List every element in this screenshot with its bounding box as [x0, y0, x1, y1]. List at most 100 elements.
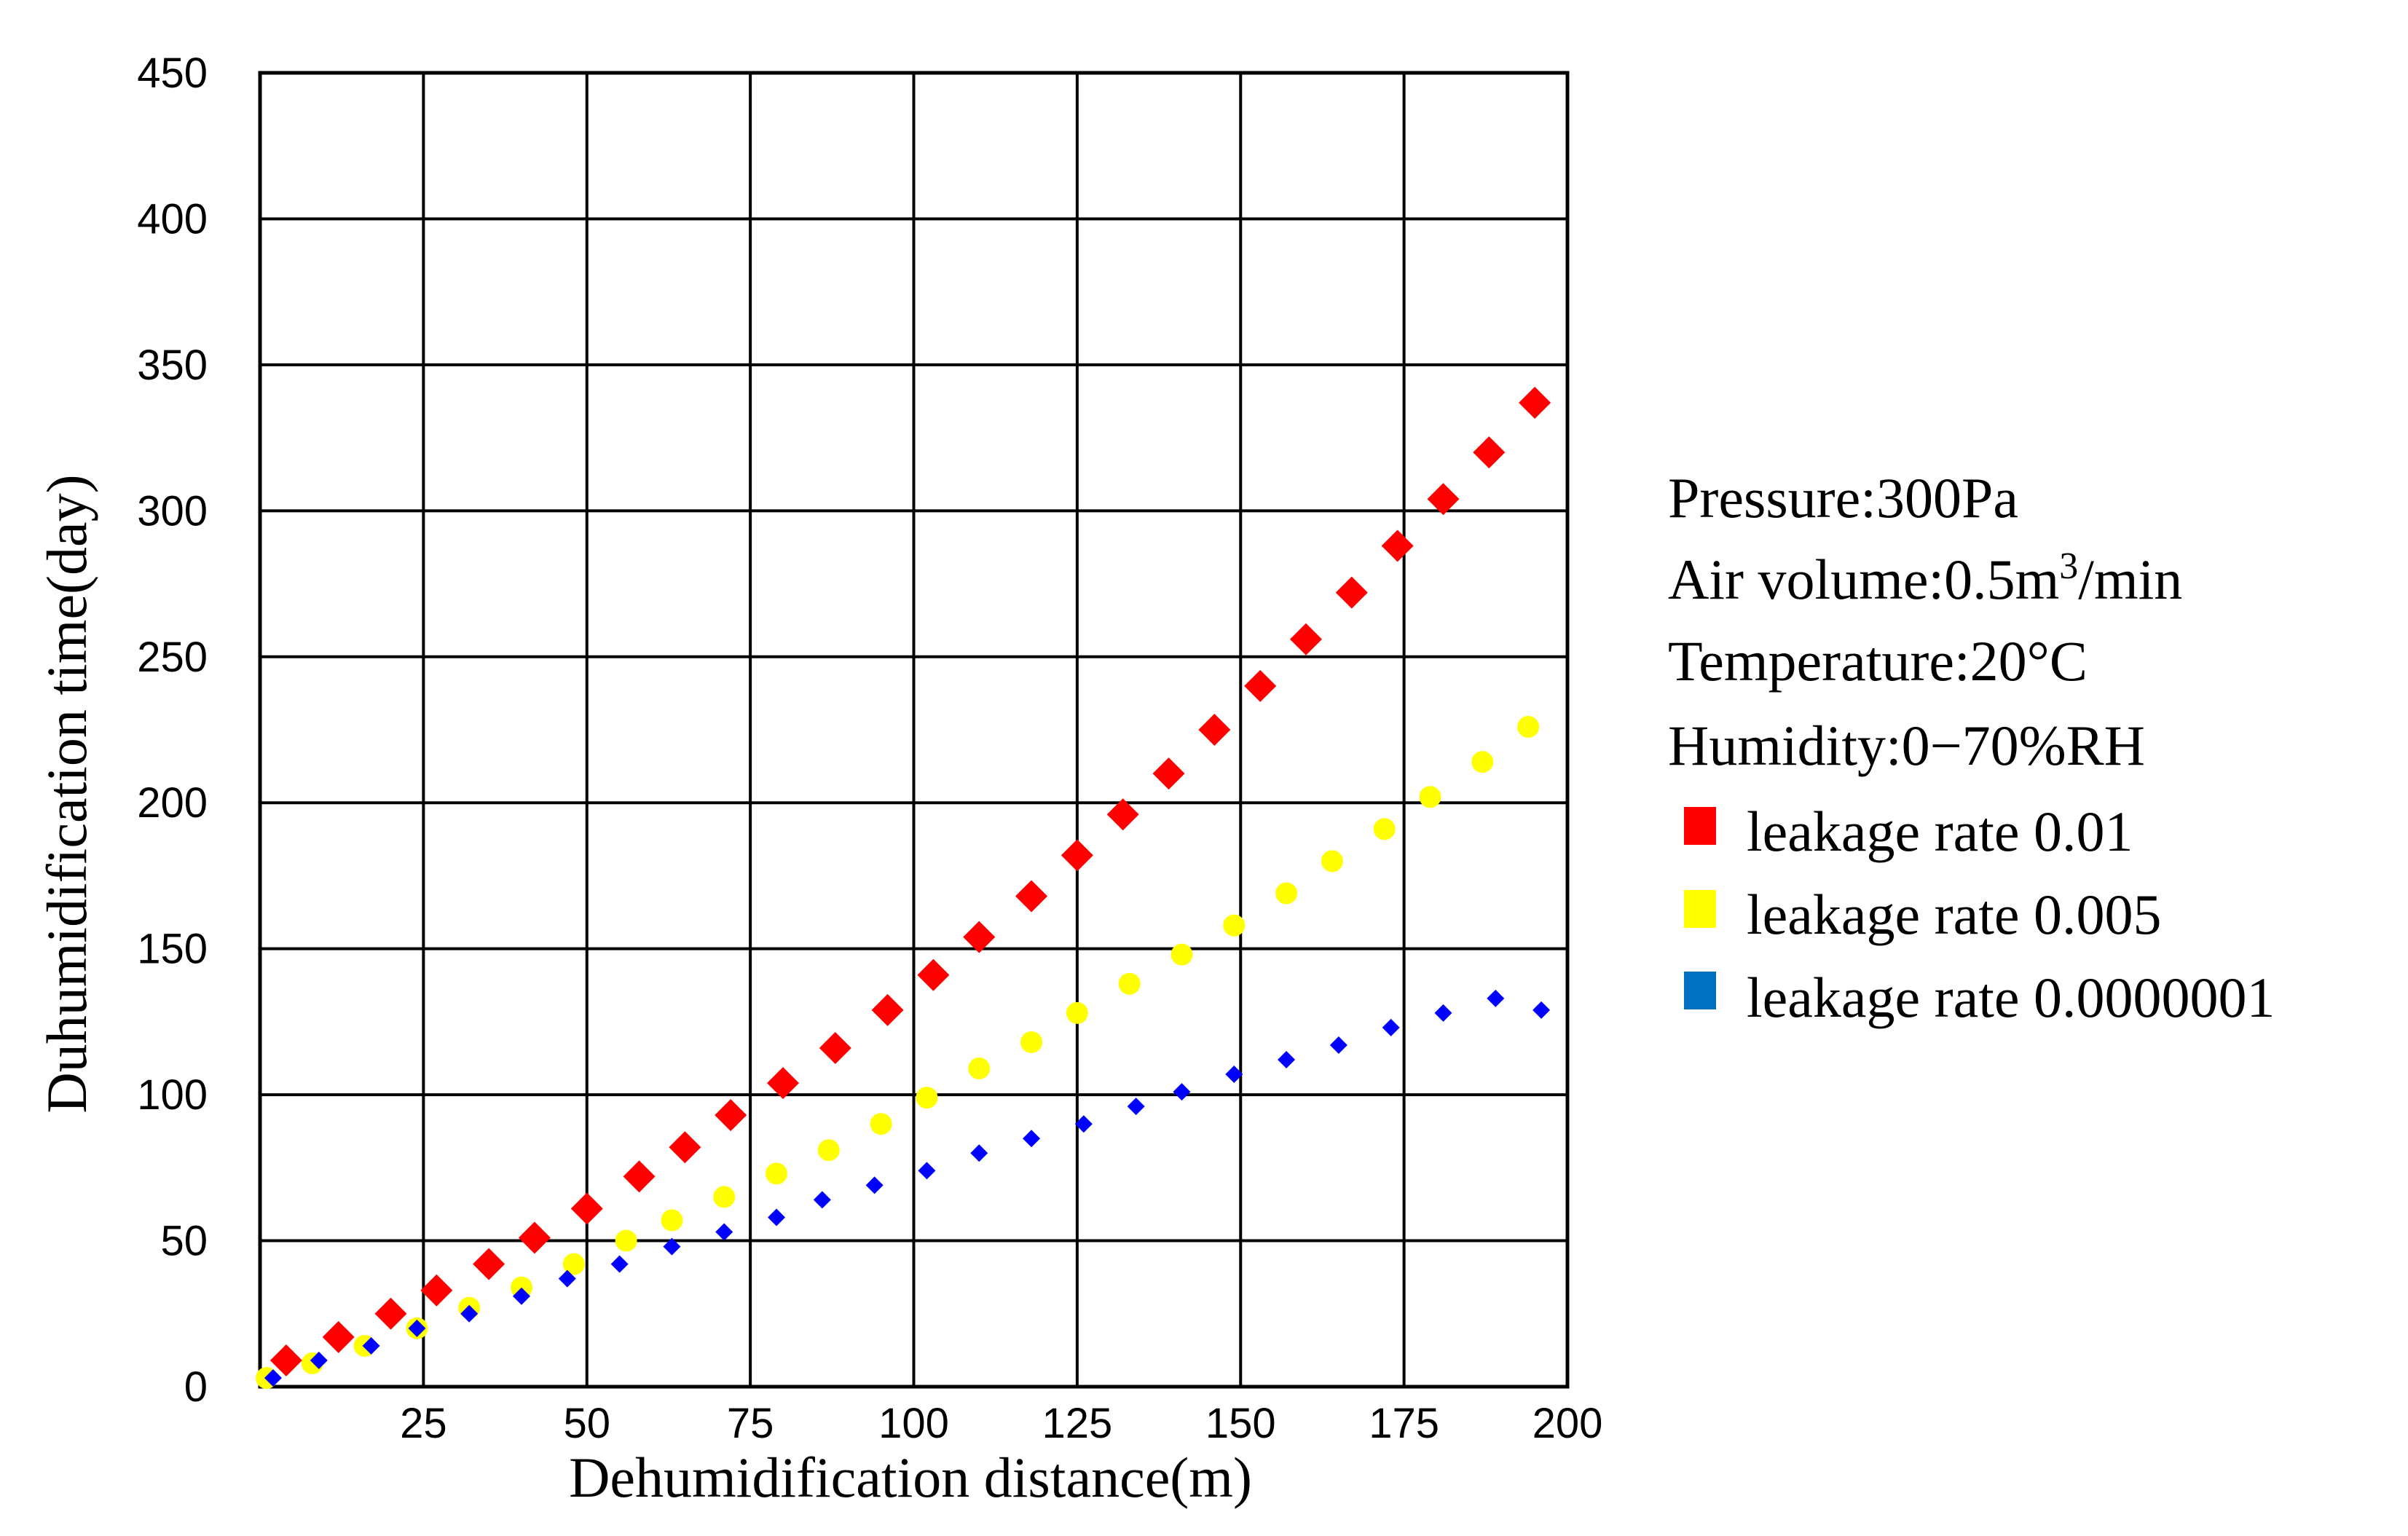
y-tick-label-300: 300	[137, 487, 208, 535]
legend-label-leakage-0-005: leakage rate 0.005	[1747, 883, 2162, 946]
data-point	[663, 1237, 681, 1256]
y-tick-label-450: 450	[137, 50, 208, 97]
data-point	[1152, 757, 1185, 790]
data-point	[1173, 1083, 1191, 1101]
air-volume-prefix: Air volume:0.5m	[1668, 548, 2059, 611]
data-point	[1278, 1051, 1296, 1069]
data-point	[813, 1191, 831, 1209]
data-point	[1519, 387, 1551, 420]
grid	[258, 71, 1570, 1389]
data-point	[715, 1223, 733, 1241]
data-point	[362, 1336, 380, 1355]
data-point	[1020, 1031, 1043, 1053]
axis-ticks: 25 50 75 100 125 150 175 200 0 50 100 150 200 250 300 3…	[137, 50, 1602, 1447]
data-point	[917, 958, 950, 991]
data-point	[562, 1253, 585, 1275]
data-point	[1244, 669, 1277, 702]
x-tick-label-75: 75	[727, 1400, 774, 1447]
data-point	[269, 1344, 302, 1377]
legend: leakage rate 0.01 leakage rate 0.005 lea…	[1684, 800, 2275, 1029]
data-point	[1275, 882, 1298, 905]
conditions-annotation: Pressure:300Pa Air volume:0.5m3/min Temp…	[1668, 466, 2182, 777]
air-volume-note: Air volume:0.5m3/min	[1668, 546, 2182, 611]
y-tick-label-100: 100	[137, 1071, 208, 1119]
data-point	[1074, 1115, 1093, 1133]
data-point	[1118, 972, 1141, 995]
data-point	[1473, 436, 1506, 469]
data-point	[610, 1255, 629, 1273]
data-point	[1106, 798, 1139, 831]
data-point	[661, 1209, 683, 1232]
x-tick-label-150: 150	[1205, 1400, 1276, 1447]
data-point	[968, 1058, 991, 1080]
series-leakage-rate-0-01	[269, 387, 1551, 1377]
air-volume-superscript: 3	[2059, 546, 2078, 587]
x-tick-label-100: 100	[878, 1400, 949, 1447]
x-tick-label-175: 175	[1369, 1400, 1439, 1447]
data-point	[473, 1248, 505, 1280]
x-tick-label-25: 25	[400, 1400, 447, 1447]
data-point	[963, 921, 996, 953]
x-tick-label-125: 125	[1042, 1400, 1112, 1447]
data-point	[871, 993, 904, 1026]
y-tick-label-400: 400	[137, 195, 208, 243]
data-point	[768, 1208, 786, 1226]
data-point	[1223, 914, 1246, 937]
data-point	[1373, 818, 1396, 840]
data-point	[1225, 1066, 1243, 1084]
data-point	[1023, 1130, 1041, 1148]
data-point	[420, 1274, 453, 1307]
data-point	[570, 1192, 603, 1225]
x-tick-label-200: 200	[1532, 1400, 1603, 1447]
y-tick-label-200: 200	[137, 779, 208, 827]
data-point	[460, 1304, 479, 1323]
plot-frame	[258, 71, 1570, 1389]
data-point	[1487, 989, 1505, 1007]
data-point	[518, 1221, 551, 1254]
data-point	[310, 1351, 328, 1369]
data-point	[970, 1144, 988, 1162]
y-tick-label-350: 350	[137, 342, 208, 389]
series-leakage-rate-0-0000001	[264, 989, 1551, 1387]
data-point	[408, 1319, 426, 1337]
data-point	[1517, 715, 1540, 738]
temperature-note: Temperature:20°C	[1668, 629, 2088, 693]
data-point	[322, 1320, 355, 1353]
y-axis-title: Duhumidification time(day)	[35, 474, 98, 1113]
legend-label-leakage-0-0000001: leakage rate 0.0000001	[1747, 966, 2275, 1029]
legend-swatch-leakage-0-005	[1684, 890, 1716, 928]
data-point	[615, 1229, 637, 1252]
legend-swatch-leakage-0-0000001	[1684, 972, 1716, 1009]
y-tick-label-0: 0	[184, 1363, 208, 1411]
data-point	[1061, 839, 1093, 872]
y-tick-label-250: 250	[137, 634, 208, 681]
data-point	[918, 1162, 936, 1180]
data-point	[511, 1276, 532, 1299]
data-point	[1127, 1098, 1145, 1116]
data-point	[1170, 943, 1193, 966]
legend-swatch-leakage-0-01	[1684, 807, 1716, 845]
data-point	[1335, 576, 1368, 609]
data-point	[558, 1269, 576, 1288]
data-series	[255, 387, 1551, 1389]
air-volume-suffix: /min	[2078, 548, 2182, 611]
data-point	[1381, 529, 1414, 562]
data-point	[1382, 1018, 1400, 1036]
data-point	[1419, 786, 1441, 808]
data-point	[1015, 880, 1048, 913]
data-point	[819, 1031, 851, 1064]
data-point	[817, 1139, 840, 1162]
pressure-note: Pressure:300Pa	[1668, 466, 2018, 529]
data-point	[374, 1297, 407, 1330]
data-point	[1471, 751, 1494, 773]
legend-label-leakage-0-01: leakage rate 0.01	[1747, 800, 2133, 863]
data-point	[715, 1099, 747, 1132]
humidity-note: Humidity:0−70%RH	[1668, 714, 2145, 777]
data-point	[623, 1160, 656, 1193]
data-point	[1329, 1036, 1347, 1054]
y-tick-label-50: 50	[160, 1218, 208, 1265]
x-tick-label-50: 50	[563, 1400, 610, 1447]
data-point	[1066, 1001, 1088, 1024]
x-axis-title: Dehumidification distance(m)	[569, 1446, 1252, 1509]
